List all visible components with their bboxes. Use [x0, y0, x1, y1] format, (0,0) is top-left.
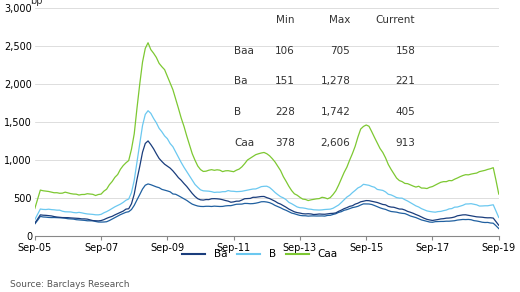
Text: Current: Current — [376, 15, 415, 25]
Text: 151: 151 — [275, 77, 295, 86]
Text: Source: Barclays Research: Source: Barclays Research — [10, 280, 130, 289]
Text: Min: Min — [276, 15, 295, 25]
Text: 1,742: 1,742 — [320, 107, 350, 117]
Text: Caa: Caa — [235, 138, 254, 148]
Text: Max: Max — [329, 15, 350, 25]
Text: 705: 705 — [331, 46, 350, 56]
Text: bp: bp — [30, 0, 43, 6]
Text: 2,606: 2,606 — [320, 138, 350, 148]
Text: 228: 228 — [275, 107, 295, 117]
Text: Ba: Ba — [235, 77, 248, 86]
Text: 405: 405 — [396, 107, 415, 117]
Legend: Ba, B, Caa: Ba, B, Caa — [178, 245, 342, 263]
Text: 913: 913 — [395, 138, 415, 148]
Text: B: B — [235, 107, 241, 117]
Text: 158: 158 — [395, 46, 415, 56]
Text: 221: 221 — [395, 77, 415, 86]
Text: Baa: Baa — [235, 46, 254, 56]
Text: 1,278: 1,278 — [320, 77, 350, 86]
Text: 106: 106 — [275, 46, 295, 56]
Text: 378: 378 — [275, 138, 295, 148]
